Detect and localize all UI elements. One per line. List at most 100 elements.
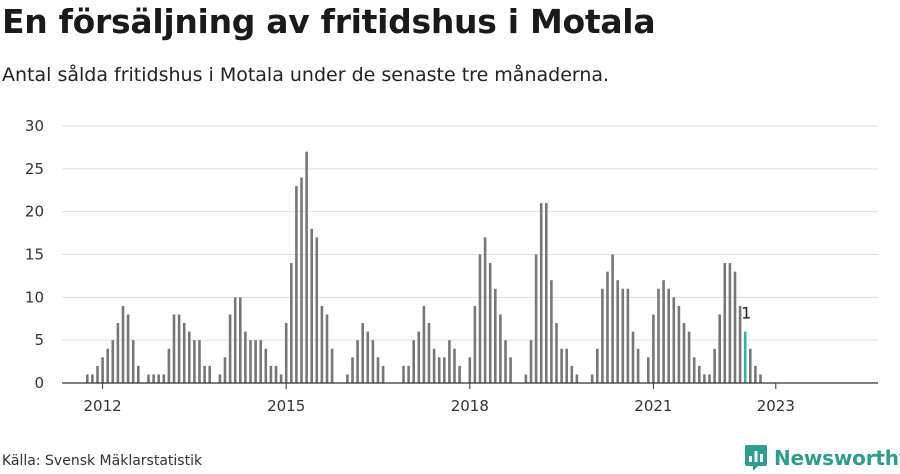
bar-2018-05	[458, 365, 461, 383]
bar-2019-10	[545, 203, 548, 383]
x-tick-label-2023: 2023	[757, 397, 795, 415]
bar-2022-02	[687, 331, 691, 383]
bar-2018-03	[448, 340, 451, 383]
bar-2020-12	[616, 280, 619, 383]
bar-2022-04	[698, 365, 701, 383]
bar-2015-12	[310, 228, 313, 383]
bar-2014-11	[244, 331, 247, 383]
bar-2014-01	[193, 340, 196, 383]
bar-2017-01	[376, 357, 380, 383]
bar-2021-04	[636, 348, 640, 383]
bar-2014-06	[218, 374, 222, 383]
bar-2016-09	[356, 340, 359, 383]
bar-2015-05	[274, 365, 278, 383]
bar-2018-02	[443, 357, 446, 383]
bar-2019-02	[504, 340, 507, 383]
y-tick-label-20: 20	[25, 203, 44, 221]
bar-2012-11	[121, 305, 125, 383]
bar-2015-11	[305, 151, 308, 383]
bar-2018-04	[453, 348, 456, 383]
y-tick-label-25: 25	[25, 160, 44, 178]
bar-2015-06	[279, 374, 283, 383]
brand-name: Newsworthy	[774, 446, 900, 470]
bar-2019-07	[529, 340, 533, 383]
bar-2013-02	[137, 365, 140, 383]
bar-2021-03	[631, 331, 635, 383]
bar-2018-09	[478, 254, 482, 383]
bar-2021-09	[662, 280, 665, 383]
newsworthy-logo-icon	[745, 445, 767, 471]
bar-2020-10	[606, 271, 609, 383]
bar-2013-11	[182, 323, 186, 383]
bar-2022-06	[708, 374, 711, 383]
bar-2022-05	[703, 374, 706, 383]
bar-2015-09	[295, 185, 298, 383]
x-tick-label-2021: 2021	[634, 397, 672, 415]
bar-2013-09	[172, 314, 176, 383]
bar-2018-10	[483, 237, 487, 383]
bar-2019-11	[550, 280, 553, 383]
bar-2014-03	[203, 365, 206, 383]
bar-2020-11	[611, 254, 614, 383]
bar-2012-09	[111, 340, 115, 383]
bar-2022-11	[733, 271, 737, 383]
bar-2021-11	[672, 297, 676, 383]
x-tick-label-2018: 2018	[451, 397, 489, 415]
bar-2015-04	[269, 365, 273, 383]
bar-2014-09	[233, 297, 237, 383]
bar-highlight-2023-01	[743, 331, 747, 383]
x-tick-label-2015: 2015	[267, 397, 305, 415]
bar-2018-07	[468, 357, 472, 383]
bar-2019-12	[555, 323, 558, 383]
bar-2021-07	[652, 314, 655, 383]
bar-2017-06	[402, 365, 405, 383]
bar-2019-08	[534, 254, 538, 383]
y-tick-label-15: 15	[25, 246, 44, 264]
bar-2015-08	[290, 263, 293, 383]
bar-2018-01	[437, 357, 441, 383]
y-tick-label-30: 30	[25, 117, 44, 135]
brand-logo[interactable]: Newsworthy	[744, 443, 900, 473]
grid-lines	[62, 125, 878, 341]
bar-2022-09	[723, 263, 727, 383]
bar-2020-09	[601, 288, 604, 383]
bar-2016-11	[366, 331, 370, 383]
chart-title: En försäljning av fritidshus i Motala	[2, 2, 656, 41]
bar-2021-10	[667, 288, 670, 383]
bar-2013-06	[157, 374, 160, 383]
bar-2019-06	[524, 374, 528, 383]
bar-2015-03	[264, 348, 268, 383]
y-tick-label-5: 5	[34, 331, 44, 349]
bar-2019-03	[509, 357, 512, 383]
bar-2018-11	[488, 263, 492, 383]
bar-2021-06	[647, 357, 650, 383]
bar-2022-03	[692, 357, 696, 383]
bar-2012-04	[86, 374, 89, 383]
data-label-latest: 1	[741, 304, 751, 323]
bar-2016-02	[320, 305, 324, 383]
bar-2021-12	[677, 305, 681, 383]
bar-2012-10	[116, 323, 120, 383]
bar-2016-03	[325, 314, 329, 383]
bar-2022-01	[682, 323, 686, 383]
bar-2018-12	[494, 288, 497, 383]
bar-2012-05	[91, 374, 94, 383]
bar-2015-02	[259, 340, 262, 383]
bar-2013-04	[147, 374, 150, 383]
bar-2015-07	[284, 323, 288, 383]
bar-2012-08	[106, 348, 109, 383]
bar-2015-01	[254, 340, 257, 383]
chart-subtitle: Antal sålda fritidshus i Motala under de…	[2, 64, 610, 86]
bar-2013-08	[167, 348, 171, 383]
bar-2014-10	[239, 297, 242, 383]
bar-2017-11	[427, 323, 431, 383]
bar-2019-01	[499, 314, 502, 383]
bar-2014-12	[249, 340, 252, 383]
bar-undefined	[759, 374, 762, 383]
bar-2013-10	[177, 314, 181, 383]
bar-undefined	[754, 365, 757, 383]
bar-2020-02	[565, 348, 568, 383]
bar-2016-10	[361, 323, 364, 383]
bar-2012-06	[96, 365, 99, 383]
bar-2014-04	[208, 365, 211, 383]
